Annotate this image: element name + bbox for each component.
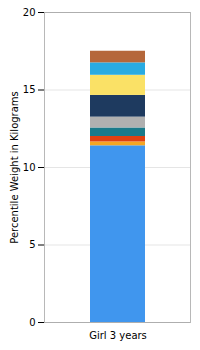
svg-text:0: 0 xyxy=(29,317,35,328)
svg-text:Girl 3 years: Girl 3 years xyxy=(89,330,147,341)
svg-text:Percentile Weight in Kilograms: Percentile Weight in Kilograms xyxy=(9,91,20,244)
svg-text:15: 15 xyxy=(23,84,36,95)
svg-text:10: 10 xyxy=(23,162,36,173)
svg-text:20: 20 xyxy=(23,7,36,18)
svg-text:5: 5 xyxy=(29,239,35,250)
